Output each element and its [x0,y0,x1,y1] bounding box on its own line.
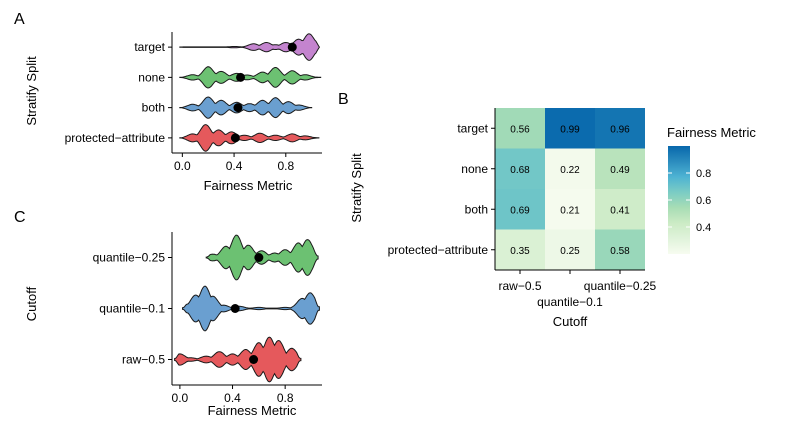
panel-a-category-label: both [142,101,165,115]
panel-c-category-label: quantile−0.1 [99,302,165,316]
panel-a-ylabel: Stratify Split [24,56,39,126]
panel-c-category-label: raw−0.5 [122,353,165,367]
heatmap-cell-label: 0.58 [610,246,630,257]
panel-c-ylabel: Cutoff [24,286,39,321]
panel-a-mean-point [287,42,297,52]
panel-a-mean-point [233,103,243,113]
panel-c-category-label: quantile−0.25 [93,251,166,265]
panel-a-mean-point [230,133,240,143]
heatmap-cell-label: 0.25 [560,246,580,257]
legend-tick-label: 0.6 [696,195,711,207]
panel-b-letter: B [338,91,349,108]
panel-a-letter: A [14,11,25,28]
heatmap-cell [545,189,595,230]
panel-a-xlabel: Fairness Metric [204,178,293,193]
panel-a-category-label: none [138,70,165,84]
panel-a-x-tick-label: 0.8 [277,159,294,173]
panel-b-xlabel: Cutoff [553,314,588,329]
panel-c-violin [182,285,320,332]
panel-a-violin [179,33,320,61]
heatmap-cell [595,189,645,230]
panel-c-x-tick-label: 0.8 [277,391,294,405]
heatmap-cell [495,229,545,270]
panel-a-violin-chart: Stratify Split Fairness Metric 0.0 0.4 0.8… [24,32,322,193]
heatmap-row-label: none [461,162,488,176]
heatmap-cell-label: 0.21 [560,205,580,216]
panel-a-violin [179,96,313,119]
heatmap-cell [595,148,645,189]
heatmap-cell-label: 0.49 [610,165,630,176]
panel-a-mean-point [236,72,246,82]
heatmap-cell [545,229,595,270]
heatmap-cell-label: 0.68 [510,165,530,176]
heatmap-row-label: both [465,202,488,216]
panel-c-mean-point [254,253,264,262]
heatmap-col-label: quantile−0.1 [537,295,603,309]
heatmap-row-label: target [457,121,488,135]
heatmap-cell [495,108,545,149]
panel-a-category-label: target [134,40,165,54]
panel-a-violin [179,66,322,89]
heatmap-cell-label: 0.41 [610,205,630,216]
heatmap-col-label: raw−0.5 [498,279,541,293]
heatmap-cell-label: 0.69 [510,205,530,216]
heatmap-cell [595,229,645,270]
heatmap-cell-label: 0.96 [610,124,630,135]
panel-c-x-tick-label: 0.0 [172,391,189,405]
heatmap-cell-label: 0.22 [560,165,580,176]
heatmap-cell [545,148,595,189]
panel-a-violin [179,124,320,152]
panel-c-x-tick-label: 0.4 [224,391,241,405]
panel-c-xlabel: Fairness Metric [208,403,297,418]
panel-c-violin-chart: Cutoff Fairness Metric 0.0 0.4 0.8 quantile… [24,232,322,418]
heatmap-cell-label: 0.35 [510,246,530,257]
panel-c-mean-point [249,355,259,364]
panel-c-letter: C [14,209,26,226]
heatmap-cell [495,189,545,230]
legend-title: Fairness Metric [667,125,756,140]
heatmap-cell [495,148,545,189]
heatmap-cell [595,108,645,149]
legend-tick-label: 0.4 [696,222,711,234]
legend-tick-label: 0.8 [696,168,711,180]
legend-colorbar [668,146,690,254]
panel-c-violin [174,336,302,383]
panel-b-ylabel: Stratify Split [349,153,364,223]
panel-a-category-label: protected−attribute [65,131,166,145]
heatmap-cell-label: 0.99 [560,124,580,135]
panel-c-mean-point [230,304,240,313]
heatmap-cell [545,108,595,149]
heatmap-cell-label: 0.56 [510,124,530,135]
panel-b-heatmap: Stratify Split Cutoff Fairness Metric 0.… [349,108,756,329]
heatmap-col-label: quantile−0.25 [584,279,657,293]
panel-a-x-tick-label: 0.4 [226,159,243,173]
panel-a-x-tick-label: 0.0 [174,159,191,173]
heatmap-row-label: protected−attribute [388,243,489,257]
